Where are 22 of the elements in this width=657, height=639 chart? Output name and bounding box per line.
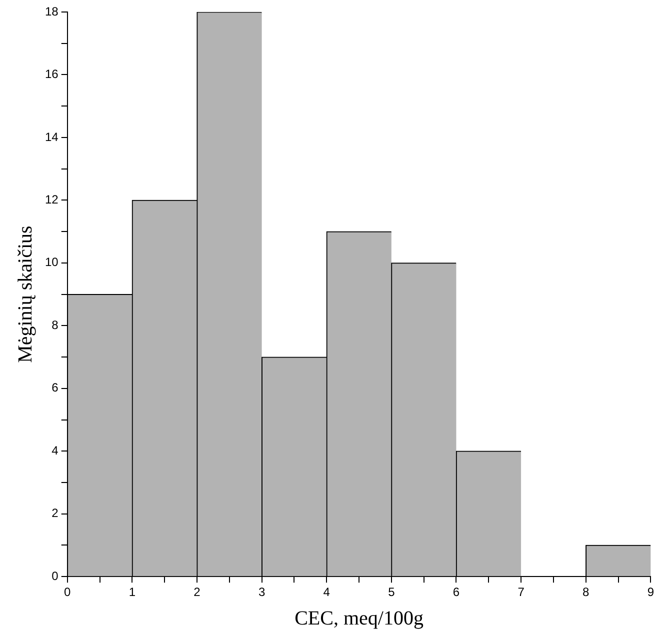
x-axis-title: CEC, meq/100g bbox=[294, 607, 424, 630]
y-tick-label: 0 bbox=[52, 568, 59, 583]
y-tick-label: 14 bbox=[44, 130, 59, 144]
y-tick-label: 2 bbox=[52, 506, 59, 520]
y-tick-label: 4 bbox=[52, 443, 59, 458]
x-tick-label: 6 bbox=[452, 585, 460, 600]
x-tick-label: 5 bbox=[388, 585, 396, 600]
x-tick-label: 9 bbox=[647, 585, 654, 600]
y-tick-label: 12 bbox=[44, 192, 59, 207]
x-tick-label: 8 bbox=[582, 585, 590, 600]
x-tick-label: 2 bbox=[194, 585, 201, 600]
y-tick-label: 18 bbox=[44, 4, 59, 18]
x-tick-label: 7 bbox=[518, 585, 525, 600]
x-tick-label: 4 bbox=[323, 585, 330, 600]
y-tick-label: 10 bbox=[44, 255, 59, 270]
x-tick-label: 0 bbox=[64, 585, 72, 600]
y-tick-label: 6 bbox=[52, 380, 59, 395]
x-tick-label: 1 bbox=[128, 585, 136, 600]
y-tick-label: 16 bbox=[44, 67, 59, 82]
y-axis-title: Mėginių skaičius bbox=[14, 225, 36, 363]
x-tick-label: 3 bbox=[258, 585, 266, 600]
y-tick-label: 8 bbox=[52, 318, 59, 332]
